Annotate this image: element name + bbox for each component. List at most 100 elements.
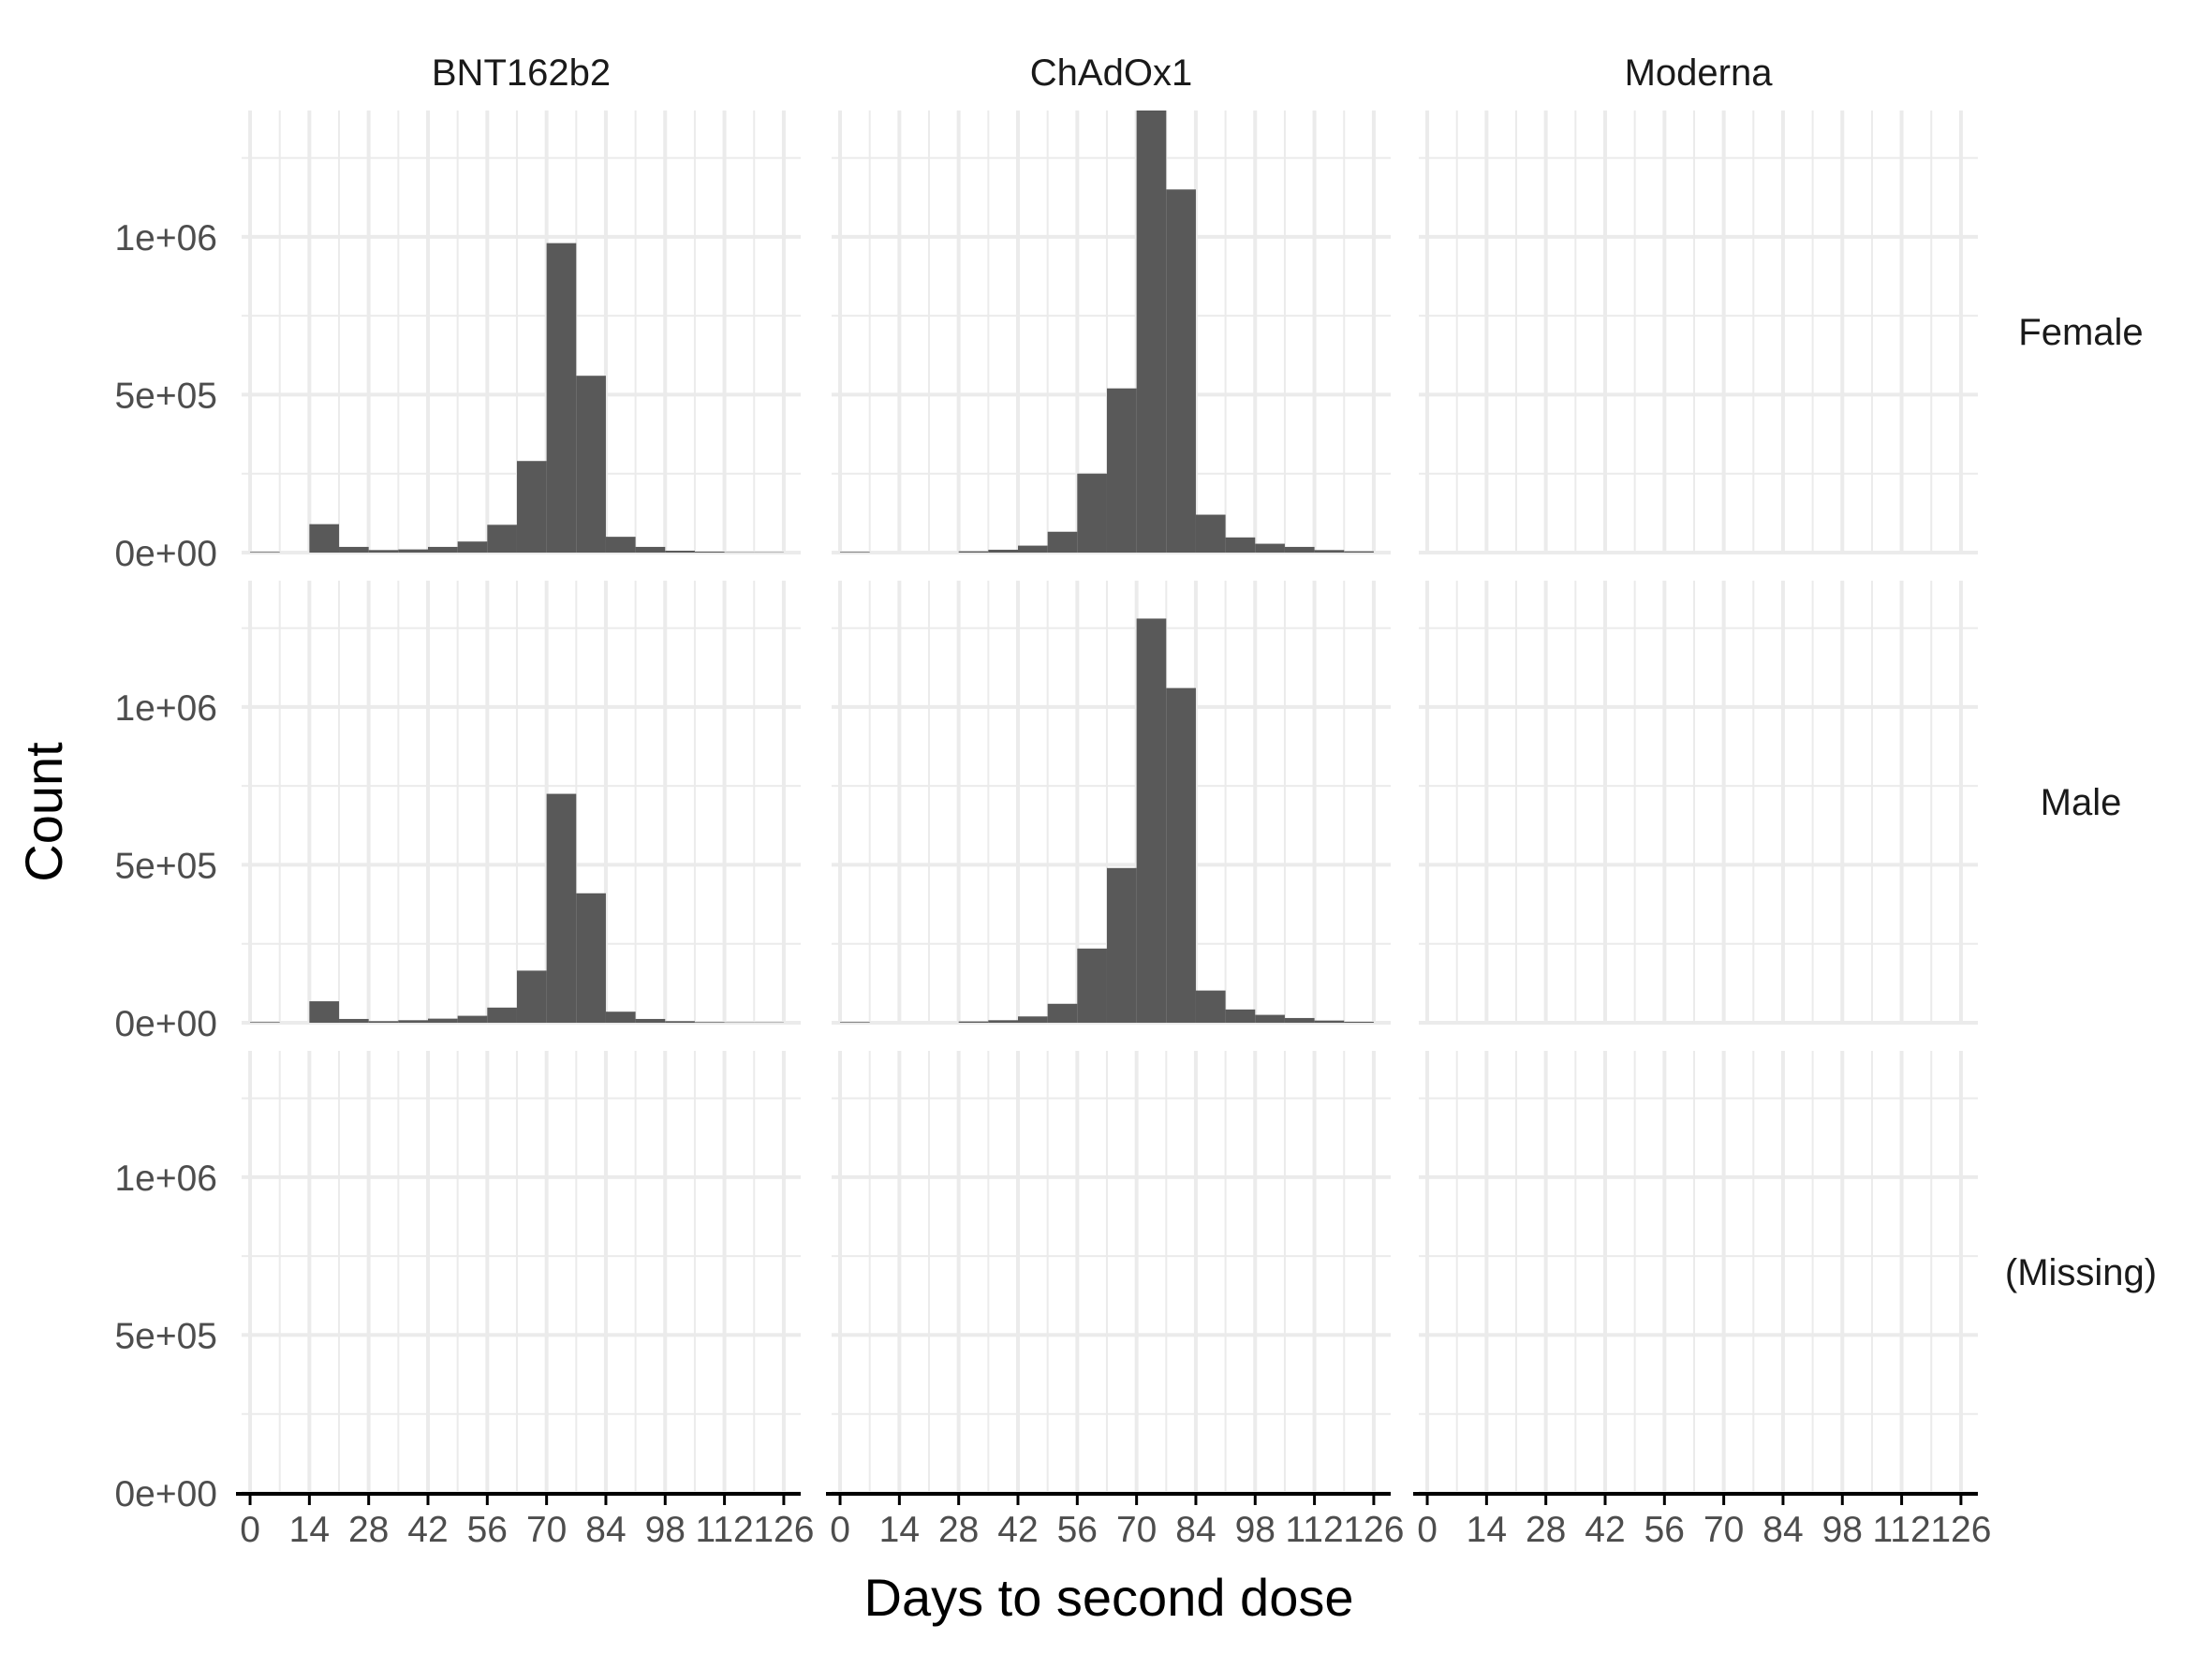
x-tick-label: 126	[1343, 1510, 1404, 1550]
row-strip-label: (Missing)	[2005, 1252, 2157, 1293]
histogram-bar	[1166, 688, 1196, 1023]
histogram-bar	[428, 1019, 458, 1023]
panel-grid	[1419, 581, 1978, 1023]
y-tick-label: 1e+06	[114, 1159, 217, 1199]
column-strip-label: Moderna	[1625, 52, 1774, 94]
histogram-bar	[606, 537, 636, 553]
x-tick-label: 98	[645, 1510, 686, 1550]
y-tick-label: 0e+00	[114, 534, 217, 574]
x-tick-label: 98	[1235, 1510, 1276, 1550]
histogram-bar	[1077, 474, 1107, 553]
histogram-bar	[1315, 550, 1345, 553]
histogram-bar	[1048, 532, 1078, 553]
histogram-bar	[1226, 538, 1256, 553]
x-tick-label: 14	[289, 1510, 330, 1550]
x-tick-label: 112	[1872, 1510, 1930, 1550]
x-tick-label: 84	[585, 1510, 626, 1550]
grid-layer	[242, 111, 1978, 1493]
histogram-bar	[1018, 546, 1048, 553]
row-strip-label: Male	[2041, 782, 2122, 823]
histogram-bar	[695, 1022, 725, 1023]
histogram-bar	[1344, 552, 1374, 553]
x-tick-label: 84	[1175, 1510, 1216, 1550]
histogram-bar	[1018, 1016, 1048, 1023]
x-tick-label: 70	[1116, 1510, 1157, 1550]
panel-grid	[1419, 111, 1978, 553]
x-tick-label: 56	[467, 1510, 508, 1550]
histogram-bar	[250, 1022, 280, 1023]
histogram-bar	[695, 552, 725, 553]
histogram-bar	[1255, 1015, 1285, 1023]
histogram-bar	[1196, 991, 1226, 1023]
row-strip-label: Female	[2018, 312, 2143, 353]
histogram-bar	[339, 1019, 369, 1023]
histogram-bar	[1285, 1018, 1315, 1023]
x-tick-label: 42	[1585, 1510, 1625, 1550]
histogram-bar	[517, 970, 547, 1023]
histogram-bar	[665, 1021, 695, 1023]
histogram-bar	[517, 461, 547, 553]
x-tick-label: 14	[1467, 1510, 1507, 1550]
x-tick-label: 28	[938, 1510, 979, 1550]
x-tick-label: 42	[407, 1510, 448, 1550]
x-tick-label: 0	[830, 1510, 850, 1550]
histogram-bar	[309, 524, 339, 553]
x-tick-label: 28	[348, 1510, 389, 1550]
histogram-bar	[458, 1016, 488, 1023]
histogram-bar	[1315, 1021, 1345, 1023]
x-tick-label: 98	[1822, 1510, 1863, 1550]
x-tick-label: 112	[695, 1510, 753, 1550]
histogram-bar	[1226, 1010, 1256, 1023]
y-tick-label: 5e+05	[114, 846, 217, 886]
histogram-bar	[1166, 189, 1196, 553]
x-tick-label: 70	[1703, 1510, 1744, 1550]
x-tick-label: 84	[1762, 1510, 1803, 1550]
x-tick-label: 56	[1057, 1510, 1098, 1550]
histogram-bar	[636, 547, 666, 553]
y-tick-label: 1e+06	[114, 688, 217, 729]
x-tick-label: 42	[997, 1510, 1038, 1550]
histogram-bar	[1255, 544, 1285, 553]
histogram-bar	[487, 1008, 517, 1023]
bar-layer	[250, 111, 1374, 1023]
histogram-bar	[959, 1022, 989, 1023]
axis-layer	[236, 1494, 1978, 1505]
x-tick-label: 14	[879, 1510, 920, 1550]
histogram-bar	[1048, 1004, 1078, 1023]
x-tick-label: 0	[240, 1510, 260, 1550]
histogram-bar	[1344, 1022, 1374, 1023]
panel-grid	[832, 1051, 1391, 1493]
histogram-bar	[1137, 618, 1167, 1023]
panel-grid	[242, 1051, 801, 1493]
histogram-bar	[959, 552, 989, 553]
histogram-bar	[840, 552, 870, 553]
x-tick-label: 70	[526, 1510, 567, 1550]
column-strip-label: ChAdOx1	[1030, 52, 1192, 94]
histogram-bar	[547, 794, 577, 1023]
histogram-bar	[988, 550, 1018, 553]
y-tick-label: 1e+06	[114, 218, 217, 258]
y-tick-label: 0e+00	[114, 1474, 217, 1514]
histogram-bar	[1107, 389, 1137, 553]
y-tick-label: 5e+05	[114, 1316, 217, 1356]
x-tick-label: 56	[1644, 1510, 1685, 1550]
histogram-bar	[988, 1020, 1018, 1023]
column-strip-label: BNT162b2	[432, 52, 611, 94]
histogram-bar	[458, 541, 488, 553]
histogram-bar	[428, 547, 458, 553]
histogram-bar	[840, 1022, 870, 1023]
panel-grid	[242, 581, 801, 1023]
histogram-bar	[309, 1001, 339, 1023]
histogram-bar	[1196, 515, 1226, 553]
y-tick-label: 5e+05	[114, 376, 217, 416]
histogram-bar	[636, 1019, 666, 1023]
histogram-bar	[339, 547, 369, 553]
x-tick-label: 0	[1417, 1510, 1438, 1550]
y-tick-label: 0e+00	[114, 1004, 217, 1044]
histogram-bar	[576, 893, 606, 1023]
x-tick-label: 126	[753, 1510, 814, 1550]
x-axis-title: Days to second dose	[864, 1568, 1354, 1627]
histogram-bar	[1107, 868, 1137, 1023]
